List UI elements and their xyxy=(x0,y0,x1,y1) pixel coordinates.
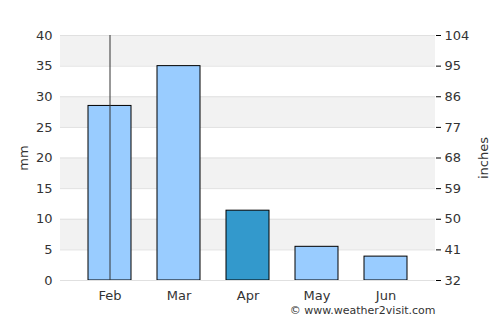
svg-text:10: 10 xyxy=(36,211,53,226)
svg-text:0: 0 xyxy=(44,273,52,288)
svg-text:20: 20 xyxy=(36,150,53,165)
svg-text:30: 30 xyxy=(36,89,53,104)
svg-text:68: 68 xyxy=(445,150,462,165)
svg-text:35: 35 xyxy=(36,58,53,73)
svg-text:41: 41 xyxy=(445,242,462,257)
svg-text:inches: inches xyxy=(476,137,491,179)
svg-text:Mar: Mar xyxy=(167,288,192,303)
svg-text:Feb: Feb xyxy=(98,288,121,303)
svg-text:25: 25 xyxy=(36,120,53,135)
svg-text:15: 15 xyxy=(36,181,53,196)
svg-text:May: May xyxy=(304,288,331,303)
svg-text:40: 40 xyxy=(36,28,53,43)
svg-text:95: 95 xyxy=(445,58,462,73)
svg-text:© www.weather2visit.com: © www.weather2visit.com xyxy=(290,304,436,317)
svg-text:32: 32 xyxy=(445,273,462,288)
svg-text:50: 50 xyxy=(445,211,462,226)
svg-text:Apr: Apr xyxy=(237,288,260,303)
svg-text:77: 77 xyxy=(445,120,462,135)
svg-text:mm: mm xyxy=(16,145,31,170)
svg-text:59: 59 xyxy=(445,181,462,196)
svg-text:104: 104 xyxy=(445,28,470,43)
svg-text:Jun: Jun xyxy=(375,288,396,303)
svg-text:5: 5 xyxy=(44,242,52,257)
svg-text:86: 86 xyxy=(445,89,462,104)
